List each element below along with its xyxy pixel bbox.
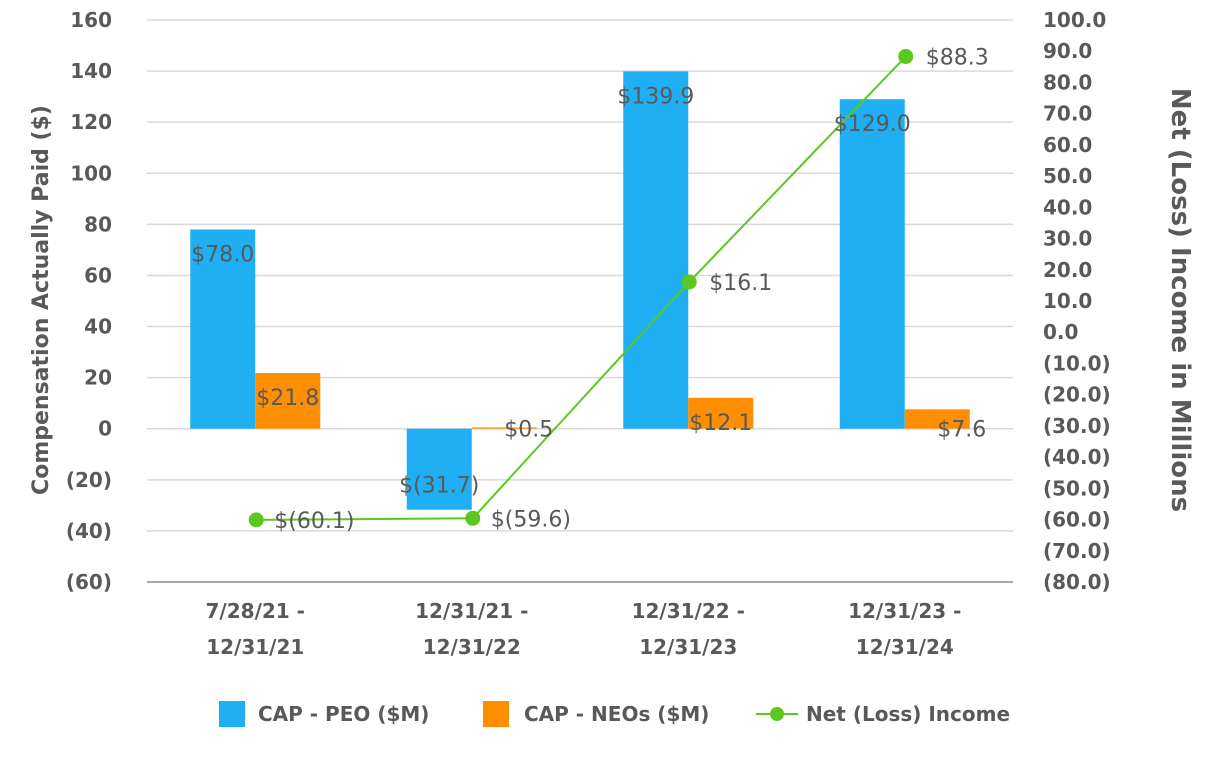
left-axis-tick-label: 60 [84,263,112,287]
bar-cap-peo [623,71,689,429]
data-label-cap-peo: $139.9 [617,84,694,109]
legend-swatch-net-income-marker [770,707,784,721]
data-label-cap-neos: $7.6 [937,418,986,443]
left-axis-tick-label: (60) [66,570,112,594]
right-axis-tick-label: 100.0 [1043,8,1106,32]
data-label-net-income: $(59.6) [491,507,571,532]
right-axis-tick-label: 70.0 [1043,102,1092,126]
right-axis-tick-label: 90.0 [1043,39,1092,63]
bar-cap-neos [904,409,970,429]
left-axis-tick-label: (20) [66,468,112,492]
left-axis-tick-label: 100 [70,161,112,185]
right-axis-tick-label: 30.0 [1043,227,1092,251]
net-income-line-path [256,55,907,521]
left-axis-tick-label: 140 [70,59,112,83]
right-axis-tick-label: (60.0) [1043,508,1111,532]
bar-cap-peo [406,428,472,510]
left-axis-tick-label: 80 [84,212,112,236]
right-axis-tick-label: 40.0 [1043,195,1092,219]
right-axis-tick-label: (80.0) [1043,570,1111,594]
left-axis-tick-label: (40) [66,519,112,543]
net-income-point [248,512,264,528]
legend: CAP - PEO ($M) CAP - NEOs ($M) Net (Loss) … [219,701,1010,727]
right-axis-tick-label: 0.0 [1043,320,1078,344]
legend-swatch-cap-neos [483,701,509,727]
right-axis-tick-label: 60.0 [1043,133,1092,157]
right-axis-title: Net (Loss) Income in Millions [1165,88,1195,512]
right-axis-tick-label: 20.0 [1043,258,1092,282]
right-axis-tick-label: (10.0) [1043,351,1111,375]
right-axis-tick-label: 80.0 [1043,70,1092,94]
left-axis-tick-label: 20 [84,366,112,390]
category-label: 12/31/22 [423,635,521,659]
category-label: 12/31/23 [639,635,737,659]
left-axis: 160 140 120 100 80 60 40 20 0 (20) (40) (60) [66,8,112,594]
data-label-cap-neos: $12.1 [689,411,752,436]
left-axis-title: Compensation Actually Paid ($) [29,105,54,495]
category-label: 12/31/23 - [848,599,961,623]
category-label: 12/31/21 - [415,599,528,623]
right-axis-tick-label: (20.0) [1043,383,1111,407]
right-axis-tick-label: 50.0 [1043,164,1092,188]
net-income-line [248,49,914,528]
data-label-net-income: $(60.1) [274,509,354,534]
net-income-point [898,49,914,65]
data-label-cap-peo: $129.0 [834,112,911,137]
right-axis-tick-label: (70.0) [1043,539,1111,563]
x-axis: 7/28/21 - 12/31/21 12/31/21 - 12/31/22 12/31… [206,599,962,659]
right-axis-tick-label: (50.0) [1043,476,1111,500]
right-axis-tick-label: (40.0) [1043,445,1111,469]
category-label: 7/28/21 - [206,599,305,623]
category-label: 12/31/24 [856,635,954,659]
bars [190,71,970,510]
data-label-net-income: $88.3 [926,46,989,71]
bar-cap-neos [255,373,321,429]
bar-cap-peo [190,229,256,429]
bar-cap-neos [471,427,537,429]
category-label: 12/31/22 - [632,599,745,623]
data-labels: $78.0 $(31.7) $139.9 $129.0 $21.8 $0.5 $12.1 $7… [191,46,988,534]
category-label: 12/31/21 [206,635,304,659]
net-income-point [681,274,697,290]
data-label-cap-peo: $(31.7) [399,474,479,499]
legend-label-cap-peo: CAP - PEO ($M) [258,702,429,726]
left-axis-tick-label: 160 [70,8,112,32]
data-label-cap-neos: $21.8 [256,386,319,411]
bar-cap-peo [839,99,905,429]
legend-label-cap-neos: CAP - NEOs ($M) [524,702,709,726]
data-label-cap-neos: $0.5 [504,418,553,443]
bar-cap-neos [688,397,754,429]
legend-swatch-cap-peo [219,701,245,727]
right-axis: 100.0 90.0 80.0 70.0 60.0 50.0 40.0 30.0 20.0 10.… [1043,8,1111,594]
left-axis-tick-label: 0 [98,417,112,441]
legend-label-net-income: Net (Loss) Income [806,702,1010,726]
left-axis-tick-label: 120 [70,110,112,134]
left-axis-tick-label: 40 [84,315,112,339]
data-label-cap-peo: $78.0 [191,242,254,267]
gridlines [147,19,1013,583]
right-axis-tick-label: 10.0 [1043,289,1092,313]
data-label-net-income: $16.1 [709,271,772,296]
right-axis-tick-label: (30.0) [1043,414,1111,438]
net-income-point [465,510,481,526]
